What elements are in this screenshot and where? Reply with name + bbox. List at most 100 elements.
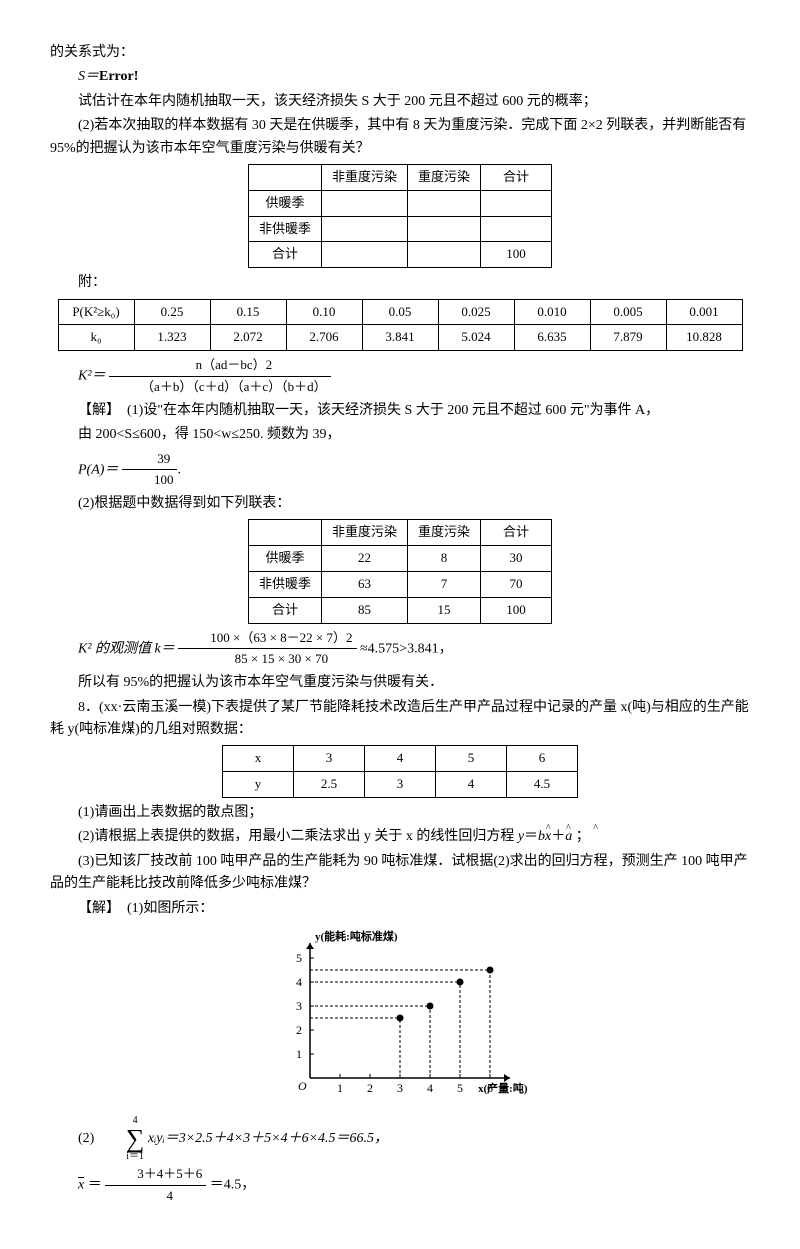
pa-den: 100: [122, 470, 178, 491]
cell: 非供暖季: [248, 216, 321, 242]
k2-observed: K² 的观测值 k＝ 100 ×（63 × 8－22 × 7）2 85 × 15…: [50, 628, 750, 671]
cell: 6: [507, 746, 578, 772]
s-lhs: S＝: [78, 69, 99, 84]
appendix-label: 附：: [50, 272, 750, 294]
cell: 15: [408, 597, 481, 623]
k2-fraction: n（ad－bc）2 （a＋b）（c＋d）（a＋c）（b＋d）: [109, 355, 331, 398]
cell: 100: [481, 597, 552, 623]
svg-text:y(能耗:吨标准煤): y(能耗:吨标准煤): [315, 929, 398, 943]
estimate-prob: 试估计在本年内随机抽取一天，该天经济损失 S 大于 200 元且不超过 600 …: [50, 91, 750, 113]
k2-formula: K²＝ n（ad－bc）2 （a＋b）（c＋d）（a＋c）（b＋d）: [50, 355, 750, 398]
cell: 供暖季: [248, 190, 321, 216]
cell: 4.5: [507, 772, 578, 798]
relation-intro: 的关系式为：: [50, 42, 750, 64]
cell: 4: [365, 746, 436, 772]
cell: 0.010: [514, 299, 590, 325]
cell: 85: [321, 597, 407, 623]
cell: 5.024: [438, 325, 514, 351]
cell: 22: [321, 546, 407, 572]
table-row: 合计100: [248, 242, 551, 268]
sigma-bot: i＝1: [98, 1152, 145, 1162]
table-row: 供暖季22830: [248, 546, 551, 572]
regression-eq: y^＝b^x＋a^: [518, 829, 576, 844]
k2-obs-lhs: K² 的观测值 k＝: [78, 641, 175, 656]
solution-1-setup: 【解】 (1)设"在本年内随机抽取一天，该天经济损失 S 大于 200 元且不超…: [50, 400, 750, 422]
svg-text:2: 2: [296, 1023, 302, 1037]
error-text: Error!: [99, 69, 138, 84]
cell: [321, 242, 407, 268]
svg-text:3: 3: [397, 1081, 403, 1095]
cell: 8: [408, 546, 481, 572]
table-row: y2.5344.5: [223, 772, 578, 798]
sigma-icon: 4 ∑ i＝1: [98, 1116, 145, 1162]
cell: 2.072: [210, 325, 286, 351]
conclusion-1: 所以有 95%的把握认为该市本年空气重度污染与供暖有关．: [50, 672, 750, 694]
q1-scatter: (1)请画出上表数据的散点图；: [50, 802, 750, 824]
cell: 3: [294, 746, 365, 772]
cell: 30: [481, 546, 552, 572]
sum-calc: (2) 4 ∑ i＝1 xᵢyᵢ＝3×2.5＋4×3＋5×4＋6×4.5＝66.…: [50, 1116, 750, 1162]
cell: 5: [436, 746, 507, 772]
xbar-suffix: ＝4.5，: [210, 1178, 256, 1193]
sigma-symbol: ∑: [98, 1126, 145, 1152]
scatter-chart: y(能耗:吨标准煤)x(产量:吨)O12345612345: [270, 928, 530, 1108]
sum-body: xᵢyᵢ＝3×2.5＋4×3＋5×4＋6×4.5＝66.5，: [148, 1131, 388, 1146]
cell: [408, 190, 481, 216]
k2-den: （a＋b）（c＋d）（a＋c）（b＋d）: [109, 377, 331, 398]
cell: 0.005: [590, 299, 666, 325]
problem-8: 8．(xx·云南玉溪一模)下表提供了某厂节能降耗技术改造后生产甲产品过程中记录的…: [50, 697, 750, 742]
k2-obs-num: 100 ×（63 × 8－22 × 7）2: [178, 628, 356, 650]
k2-obs-suffix: ≈4.575>3.841，: [360, 641, 453, 656]
q2-regression: (2)请根据上表提供的数据，用最小二乘法求出 y 关于 x 的线性回归方程 y^…: [50, 826, 750, 848]
k2-obs-den: 85 × 15 × 30 × 70: [178, 649, 356, 670]
cell: 供暖季: [248, 546, 321, 572]
contingency-table-filled: 非重度污染重度污染合计 供暖季22830 非供暖季63770 合计8515100: [248, 519, 552, 623]
cell: 0.001: [666, 299, 742, 325]
cell: 6.635: [514, 325, 590, 351]
q2-text-a: (2)请根据上表提供的数据，用最小二乘法求出 y 关于 x 的线性回归方程: [78, 829, 514, 844]
table-row: 合计8515100: [248, 597, 551, 623]
cell: 0.05: [362, 299, 438, 325]
cell: 合计: [248, 242, 321, 268]
cell: y: [223, 772, 294, 798]
xbar-fraction: 3＋4＋5＋6 4: [105, 1164, 206, 1207]
solution-label: 【解】 (1)如图所示：: [50, 898, 750, 920]
cell: 合计: [248, 597, 321, 623]
cell: 63: [321, 572, 407, 598]
cell: 重度污染: [408, 520, 481, 546]
cell: 3: [365, 772, 436, 798]
svg-text:3: 3: [296, 999, 302, 1013]
k2-lhs: K²＝: [78, 369, 106, 384]
cell: 非重度污染: [321, 520, 407, 546]
pa-suffix: .: [177, 462, 181, 477]
svg-text:O: O: [298, 1079, 307, 1093]
cell: 重度污染: [408, 164, 481, 190]
svg-text:1: 1: [296, 1047, 302, 1061]
cell: [408, 242, 481, 268]
sum-prefix: (2): [78, 1131, 94, 1146]
pa-lhs: P(A)＝: [78, 462, 118, 477]
cell: 4: [436, 772, 507, 798]
contingency-table-blank: 非重度污染 重度污染 合计 供暖季 非供暖季 合计100: [248, 164, 552, 268]
cell: 2.5: [294, 772, 365, 798]
cell: 10.828: [666, 325, 742, 351]
cell: 0.15: [210, 299, 286, 325]
svg-text:x(产量:吨): x(产量:吨): [478, 1081, 528, 1095]
cell: [481, 216, 552, 242]
cell: [321, 190, 407, 216]
cell: 合计: [481, 164, 552, 190]
range-freq: 由 200<S≤600，得 150<w≤250. 频数为 39，: [50, 424, 750, 446]
q2-text: (2)若本次抽取的样本数据有 30 天是在供暖季，其中有 8 天为重度污染．完成…: [50, 115, 750, 160]
xbar-calc: x ＝ 3＋4＋5＋6 4 ＝4.5，: [50, 1164, 750, 1207]
xbar-symbol: x: [78, 1178, 84, 1193]
cell: 7.879: [590, 325, 666, 351]
cell: 1.323: [134, 325, 210, 351]
cell: P(K²≥k₀): [58, 299, 134, 325]
svg-text:5: 5: [457, 1081, 463, 1095]
table-row: 非供暖季63770: [248, 572, 551, 598]
cell: [248, 164, 321, 190]
cell: x: [223, 746, 294, 772]
xbar-eq: ＝: [88, 1178, 102, 1193]
pa-num: 39: [122, 449, 178, 471]
table-row: 非供暖季: [248, 216, 551, 242]
